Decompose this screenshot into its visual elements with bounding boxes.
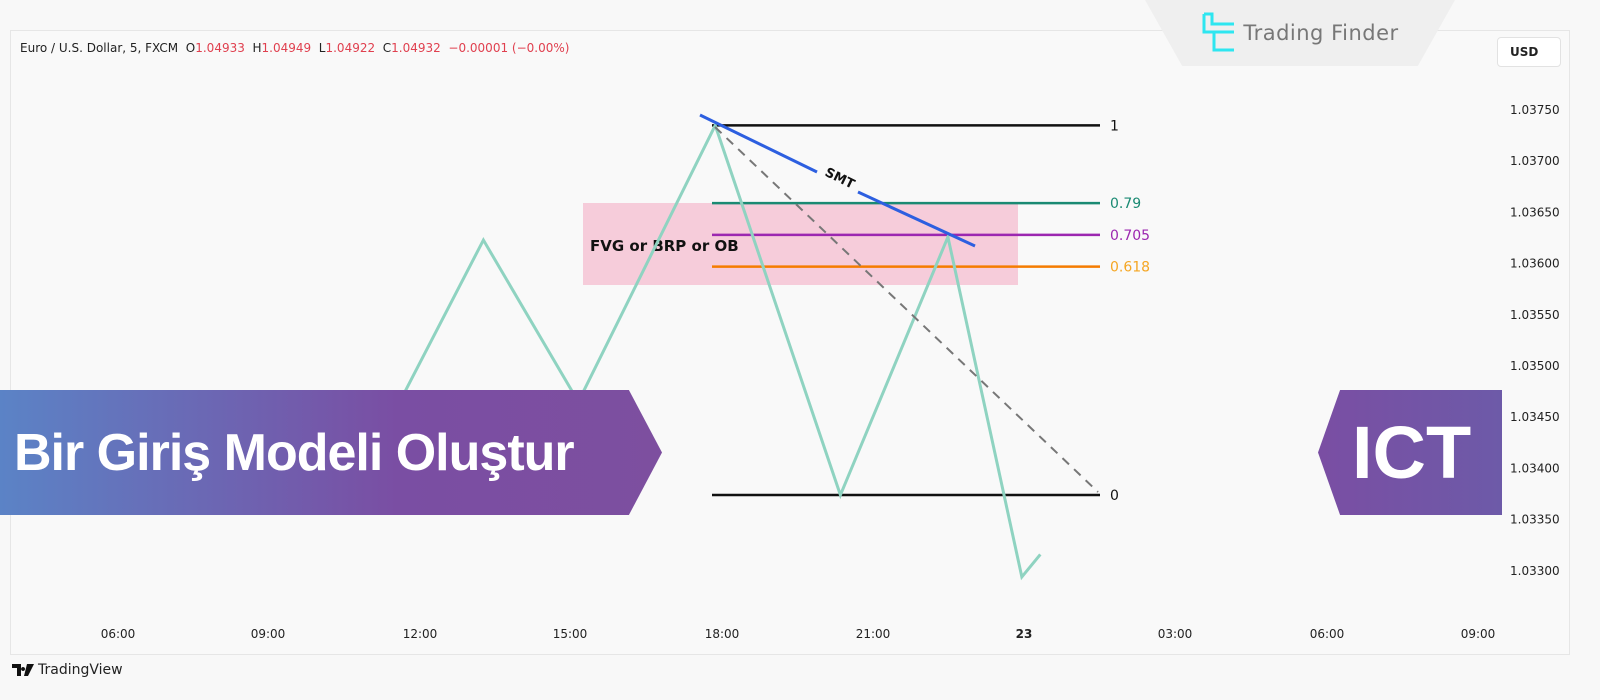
smt-line xyxy=(699,113,818,174)
price-tick: 1.03300 xyxy=(1510,564,1560,578)
trading-finder-logo-icon xyxy=(1202,12,1235,52)
high-value: 1.04949 xyxy=(261,41,312,55)
fib-level-label: 0.79 xyxy=(1110,196,1141,212)
close-value: 1.04932 xyxy=(391,41,441,55)
price-tick: 1.03750 xyxy=(1510,103,1560,117)
fib-level-label: 0.618 xyxy=(1110,260,1150,276)
time-tick: 15:00 xyxy=(553,627,588,641)
trading-finder-logo: Trading Finder xyxy=(1145,0,1455,66)
price-tick: 1.03500 xyxy=(1510,359,1560,373)
low-value: 1.04922 xyxy=(325,41,376,55)
tradingview-logo-icon xyxy=(12,664,34,676)
open-value: 1.04933 xyxy=(195,41,245,55)
banner-title: Bir Giriş Modeli Oluştur xyxy=(14,423,575,482)
price-tick: 1.03650 xyxy=(1510,205,1560,219)
tradingview-text: TradingView xyxy=(38,662,123,678)
price-tick: 1.03350 xyxy=(1510,513,1560,527)
tradingview-brand: TradingView xyxy=(12,662,123,678)
price-tick: 1.03700 xyxy=(1510,154,1560,168)
time-tick: 23 xyxy=(1016,627,1033,641)
price-tick: 1.03600 xyxy=(1510,257,1560,271)
price-tick: 1.03550 xyxy=(1510,308,1560,322)
symbol-name[interactable]: Euro / U.S. Dollar, 5, FXCM xyxy=(20,41,179,55)
fib-trend-dashed-line xyxy=(714,126,1099,493)
symbol-legend: Euro / U.S. Dollar, 5, FXCM O1.04933 H1.… xyxy=(20,41,569,55)
fib-level-label: 0 xyxy=(1110,488,1119,504)
smt-line xyxy=(857,190,976,248)
price-tick: 1.03400 xyxy=(1510,461,1560,475)
low-label: L xyxy=(318,41,326,55)
time-tick: 09:00 xyxy=(1461,627,1496,641)
price-tick: 1.03450 xyxy=(1510,410,1560,424)
logo-text: Trading Finder xyxy=(1243,21,1399,45)
time-tick: 06:00 xyxy=(101,627,136,641)
fib-level-label: 0.705 xyxy=(1110,228,1150,244)
smt-label: SMT xyxy=(822,165,857,192)
zone-label: FVG or BRP or OB xyxy=(590,237,739,255)
zigzag-line xyxy=(388,121,1042,581)
currency-button[interactable]: USD xyxy=(1497,37,1561,67)
time-tick: 12:00 xyxy=(403,627,438,641)
close-label: C xyxy=(382,41,392,55)
time-tick: 18:00 xyxy=(705,627,740,641)
high-label: H xyxy=(252,41,262,55)
fib-level-label: 1 xyxy=(1110,118,1119,134)
time-tick: 21:00 xyxy=(856,627,891,641)
open-label: O xyxy=(185,41,196,55)
banner-tag: ICT xyxy=(1352,411,1472,494)
time-tick: 09:00 xyxy=(251,627,286,641)
tag-banner: ICT xyxy=(1318,390,1502,515)
title-banner: Bir Giriş Modeli Oluştur xyxy=(0,390,662,515)
time-tick: 03:00 xyxy=(1158,627,1193,641)
time-tick: 06:00 xyxy=(1310,627,1345,641)
change-value: −0.00001 (−0.00%) xyxy=(448,41,570,55)
